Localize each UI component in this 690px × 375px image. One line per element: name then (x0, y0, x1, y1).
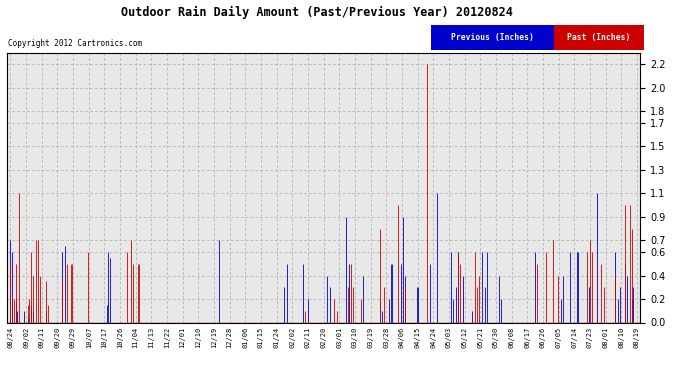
Text: Copyright 2012 Cartronics.com: Copyright 2012 Cartronics.com (8, 39, 142, 48)
Text: Past (Inches): Past (Inches) (567, 33, 631, 42)
Text: Previous (Inches): Previous (Inches) (451, 33, 534, 42)
Text: Outdoor Rain Daily Amount (Past/Previous Year) 20120824: Outdoor Rain Daily Amount (Past/Previous… (121, 6, 513, 19)
